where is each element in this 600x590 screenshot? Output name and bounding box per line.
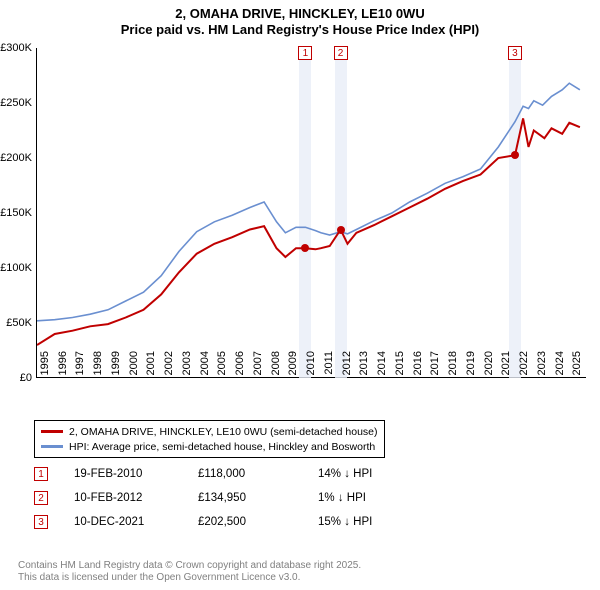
- sale-price: £134,950: [198, 492, 318, 504]
- sale-point-dot: [301, 244, 309, 252]
- x-axis-label: 2023: [536, 351, 548, 383]
- x-axis-label: 2000: [128, 351, 140, 383]
- legend: 2, OMAHA DRIVE, HINCKLEY, LE10 0WU (semi…: [34, 420, 385, 458]
- x-axis-label: 2018: [447, 351, 459, 383]
- x-axis-label: 2013: [358, 351, 370, 383]
- sale-marker: 2: [34, 491, 48, 505]
- chart-title: 2, OMAHA DRIVE, HINCKLEY, LE10 0WU Price…: [0, 0, 600, 39]
- x-axis-label: 2019: [465, 351, 477, 383]
- legend-item: 2, OMAHA DRIVE, HINCKLEY, LE10 0WU (semi…: [41, 424, 378, 439]
- sales-table: 119-FEB-2010£118,00014% ↓ HPI210-FEB-201…: [34, 462, 418, 534]
- sales-row: 119-FEB-2010£118,00014% ↓ HPI: [34, 462, 418, 486]
- x-axis-label: 2014: [376, 351, 388, 383]
- sale-date: 10-FEB-2012: [48, 492, 198, 504]
- sale-price: £118,000: [198, 468, 318, 480]
- title-line-2: Price paid vs. HM Land Registry's House …: [0, 22, 600, 38]
- data-line: [37, 118, 580, 345]
- x-axis-label: 1999: [110, 351, 122, 383]
- x-axis-label: 2022: [518, 351, 530, 383]
- x-axis-label: 2015: [394, 351, 406, 383]
- sale-marker: 1: [34, 467, 48, 481]
- sale-price: £202,500: [198, 516, 318, 528]
- chart-svg: [37, 48, 587, 378]
- sale-date: 19-FEB-2010: [48, 468, 198, 480]
- sale-diff: 15% ↓ HPI: [318, 516, 418, 528]
- x-axis-label: 2004: [199, 351, 211, 383]
- sale-marker: 1: [298, 46, 312, 60]
- y-axis-label: £200K: [0, 152, 32, 164]
- x-axis-label: 2011: [323, 351, 335, 383]
- x-axis-label: 2001: [145, 351, 157, 383]
- sales-row: 210-FEB-2012£134,9501% ↓ HPI: [34, 486, 418, 510]
- sale-marker: 3: [34, 515, 48, 529]
- sale-point-dot: [511, 151, 519, 159]
- sale-diff: 1% ↓ HPI: [318, 492, 418, 504]
- legend-label: HPI: Average price, semi-detached house,…: [69, 441, 375, 453]
- x-axis-label: 2009: [287, 351, 299, 383]
- sale-point-dot: [337, 226, 345, 234]
- y-axis-label: £300K: [0, 42, 32, 54]
- x-axis-label: 1995: [39, 351, 51, 383]
- y-axis-label: £50K: [0, 317, 32, 329]
- legend-swatch: [41, 430, 63, 433]
- x-axis-label: 1996: [57, 351, 69, 383]
- sale-date: 10-DEC-2021: [48, 516, 198, 528]
- sale-diff: 14% ↓ HPI: [318, 468, 418, 480]
- x-axis-label: 1997: [74, 351, 86, 383]
- x-axis-label: 2007: [252, 351, 264, 383]
- x-axis-label: 2017: [429, 351, 441, 383]
- chart-area: 123 £0£50K£100K£150K£200K£250K£300K19951…: [36, 48, 586, 378]
- x-axis-label: 2006: [234, 351, 246, 383]
- x-axis-label: 2016: [412, 351, 424, 383]
- x-axis-label: 1998: [92, 351, 104, 383]
- legend-item: HPI: Average price, semi-detached house,…: [41, 439, 378, 454]
- legend-swatch: [41, 445, 63, 448]
- footer-attribution: Contains HM Land Registry data © Crown c…: [18, 560, 361, 584]
- x-axis-label: 2010: [305, 351, 317, 383]
- x-axis-label: 2008: [270, 351, 282, 383]
- x-axis-label: 2005: [216, 351, 228, 383]
- plot-area: 1 2 3: [36, 48, 586, 378]
- x-axis-label: 2012: [341, 351, 353, 383]
- x-axis-label: 2003: [181, 351, 193, 383]
- x-axis-label: 2002: [163, 351, 175, 383]
- y-axis-label: £0: [0, 372, 32, 384]
- x-axis-label: 2021: [500, 351, 512, 383]
- y-axis-label: £100K: [0, 262, 32, 274]
- sales-row: 310-DEC-2021£202,50015% ↓ HPI: [34, 510, 418, 534]
- title-line-1: 2, OMAHA DRIVE, HINCKLEY, LE10 0WU: [0, 6, 600, 22]
- data-line: [37, 83, 580, 321]
- footer-line: Contains HM Land Registry data © Crown c…: [18, 560, 361, 572]
- sale-marker: 3: [508, 46, 522, 60]
- x-axis-label: 2024: [554, 351, 566, 383]
- legend-label: 2, OMAHA DRIVE, HINCKLEY, LE10 0WU (semi…: [69, 426, 378, 438]
- x-axis-label: 2025: [571, 351, 583, 383]
- y-axis-label: £150K: [0, 207, 32, 219]
- sale-marker: 2: [334, 46, 348, 60]
- y-axis-label: £250K: [0, 97, 32, 109]
- x-axis-label: 2020: [483, 351, 495, 383]
- footer-line: This data is licensed under the Open Gov…: [18, 572, 361, 584]
